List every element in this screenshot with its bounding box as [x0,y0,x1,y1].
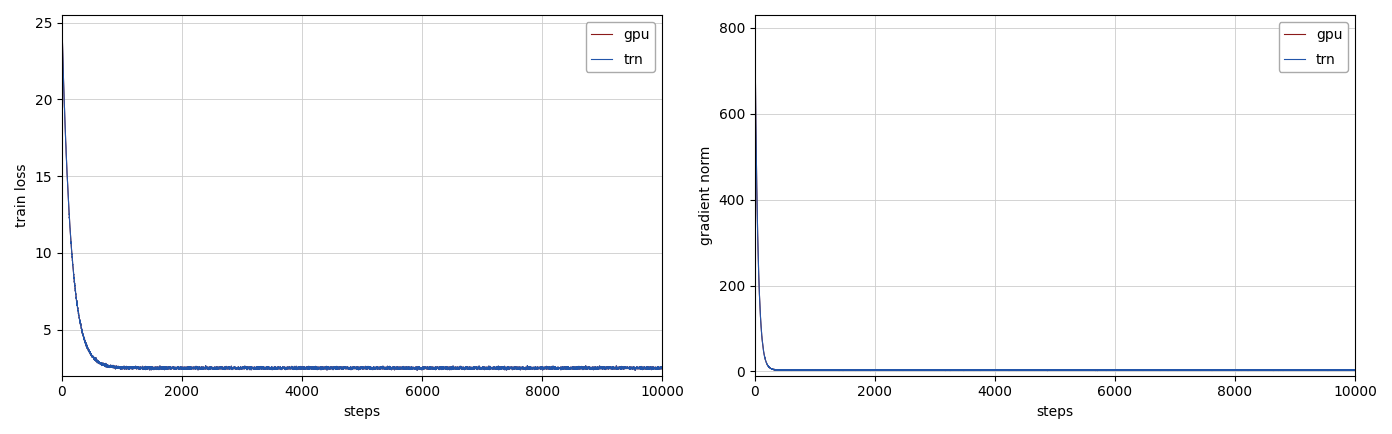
trn [1153,368,1169,373]
gpu [404,366,420,372]
gpu [1346,368,1363,373]
gpu [1161,368,1178,373]
gpu [53,365,70,371]
trn [171,365,188,371]
gpu [654,365,671,371]
trn [864,368,881,373]
gpu [116,365,132,370]
gpu [807,368,824,373]
Y-axis label: train loss: train loss [15,164,29,227]
Line: trn: trn [61,23,663,370]
trn [54,20,71,25]
trn [404,366,420,372]
Line: gpu: gpu [754,15,1354,371]
gpu [1097,368,1114,373]
trn [626,368,643,373]
gpu [864,368,881,373]
Legend: gpu, trn: gpu, trn [586,22,656,72]
gpu [1153,368,1169,373]
trn [53,365,70,371]
Y-axis label: gradient norm: gradient norm [699,146,713,245]
X-axis label: steps: steps [1037,405,1073,419]
trn [116,365,132,370]
gpu [1318,368,1335,373]
gpu [459,365,476,371]
trn [468,365,484,371]
trn [1089,368,1105,373]
trn [1346,368,1363,373]
trn [807,368,824,373]
gpu [746,13,763,18]
Legend: gpu, trn: gpu, trn [1279,22,1347,72]
trn [1161,368,1178,373]
X-axis label: steps: steps [344,405,380,419]
trn [746,368,763,373]
gpu [1089,368,1105,373]
gpu [626,368,643,373]
gpu [54,20,71,25]
trn [654,365,671,371]
gpu [171,365,188,371]
gpu [625,365,642,370]
trn [459,365,476,371]
trn [1097,368,1114,373]
trn [1318,368,1335,373]
Line: trn: trn [754,15,1354,371]
Line: gpu: gpu [61,23,663,370]
trn [746,13,763,18]
trn [625,365,642,370]
gpu [468,365,484,371]
gpu [746,368,763,373]
